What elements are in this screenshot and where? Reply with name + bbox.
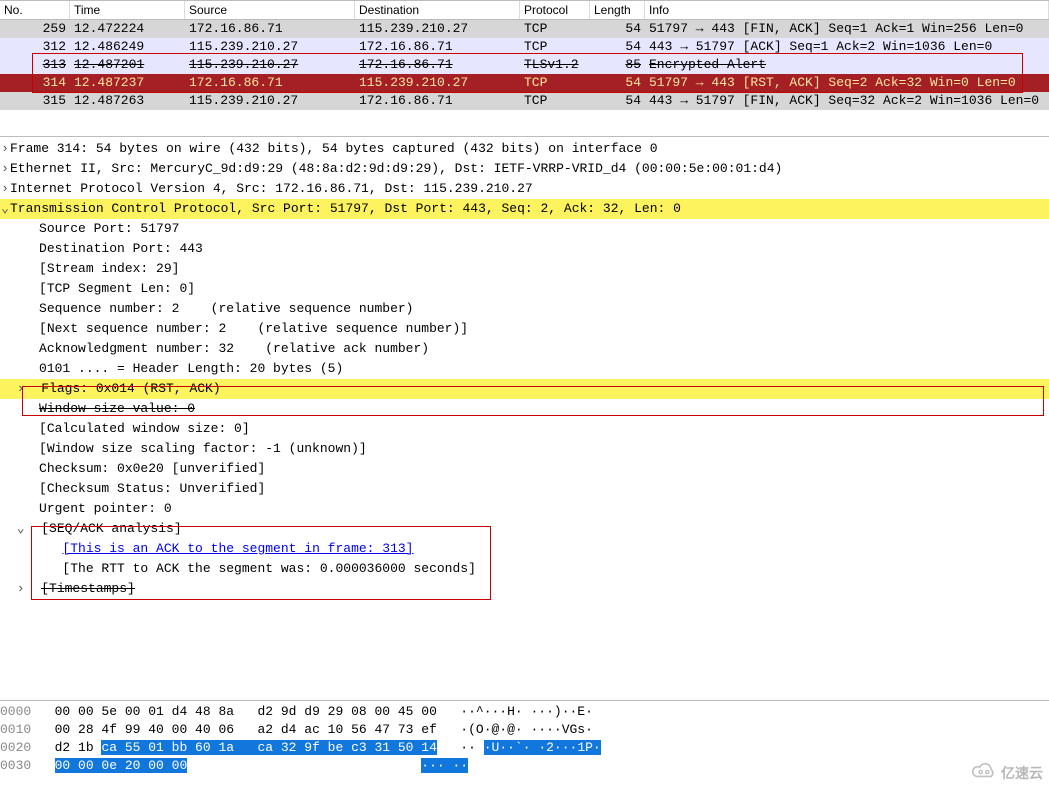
hex-line[interactable]: 0000 00 00 5e 00 01 d4 48 8a d2 9d d9 29… bbox=[0, 703, 1049, 721]
frame-summary: Frame 314: 54 bytes on wire (432 bits), … bbox=[10, 141, 658, 156]
packet-list-header: No. Time Source Destination Protocol Len… bbox=[0, 1, 1049, 20]
cloud-icon bbox=[971, 762, 997, 783]
packet-list[interactable]: No. Time Source Destination Protocol Len… bbox=[0, 0, 1049, 110]
packet-row[interactable]: 31312.487201115.239.210.27172.16.86.71TL… bbox=[0, 56, 1049, 74]
tree-tcp[interactable]: ⌄Transmission Control Protocol, Src Port… bbox=[0, 199, 1049, 219]
tcp-seqack[interactable]: ⌄ [SEQ/ACK analysis] bbox=[0, 519, 1049, 539]
chevron-down-icon: ⌄ bbox=[0, 199, 10, 219]
chevron-right-icon: › bbox=[0, 179, 10, 199]
tcp-dst-port[interactable]: Destination Port: 443 bbox=[0, 239, 1049, 259]
hex-line[interactable]: 0010 00 28 4f 99 40 00 40 06 a2 d4 ac 10… bbox=[0, 721, 1049, 739]
col-time[interactable]: Time bbox=[70, 1, 185, 19]
tcp-src-port[interactable]: Source Port: 51797 bbox=[0, 219, 1049, 239]
packet-details[interactable]: ›Frame 314: 54 bytes on wire (432 bits),… bbox=[0, 136, 1049, 599]
tcp-checksum[interactable]: Checksum: 0x0e20 [unverified] bbox=[0, 459, 1049, 479]
tcp-seglen[interactable]: [TCP Segment Len: 0] bbox=[0, 279, 1049, 299]
packet-row[interactable]: 25912.472224172.16.86.71115.239.210.27TC… bbox=[0, 20, 1049, 38]
watermark-text: 亿速云 bbox=[1001, 763, 1043, 783]
chevron-down-icon: ⌄ bbox=[16, 519, 26, 539]
col-dst[interactable]: Destination bbox=[355, 1, 520, 19]
ip-summary: Internet Protocol Version 4, Src: 172.16… bbox=[10, 181, 533, 196]
packet-row[interactable]: 31412.487237172.16.86.71115.239.210.27TC… bbox=[0, 74, 1049, 92]
tcp-urg[interactable]: Urgent pointer: 0 bbox=[0, 499, 1049, 519]
tcp-seq[interactable]: Sequence number: 2 (relative sequence nu… bbox=[0, 299, 1049, 319]
tcp-hdrlen[interactable]: 0101 .... = Header Length: 20 bytes (5) bbox=[0, 359, 1049, 379]
tcp-rtt[interactable]: [The RTT to ACK the segment was: 0.00003… bbox=[0, 559, 1049, 579]
col-no[interactable]: No. bbox=[0, 1, 70, 19]
col-len[interactable]: Length bbox=[590, 1, 645, 19]
tree-frame[interactable]: ›Frame 314: 54 bytes on wire (432 bits),… bbox=[0, 139, 1049, 159]
tcp-win[interactable]: Window size value: 0 bbox=[0, 399, 1049, 419]
tcp-calcwin[interactable]: [Calculated window size: 0] bbox=[0, 419, 1049, 439]
col-src[interactable]: Source bbox=[185, 1, 355, 19]
watermark: 亿速云 bbox=[971, 762, 1043, 783]
col-info[interactable]: Info bbox=[645, 1, 1049, 19]
chevron-right-icon: › bbox=[0, 159, 10, 179]
tcp-summary: Transmission Control Protocol, Src Port:… bbox=[10, 201, 681, 216]
tcp-ackto[interactable]: [This is an ACK to the segment in frame:… bbox=[0, 539, 1049, 559]
hex-pane[interactable]: 0000 00 00 5e 00 01 d4 48 8a d2 9d d9 29… bbox=[0, 700, 1049, 775]
packet-row[interactable]: 31212.486249115.239.210.27172.16.86.71TC… bbox=[0, 38, 1049, 56]
packet-row[interactable]: 31512.487263115.239.210.27172.16.86.71TC… bbox=[0, 92, 1049, 110]
chevron-right-icon: › bbox=[16, 579, 26, 599]
tree-ethernet[interactable]: ›Ethernet II, Src: MercuryC_9d:d9:29 (48… bbox=[0, 159, 1049, 179]
tcp-ack[interactable]: Acknowledgment number: 32 (relative ack … bbox=[0, 339, 1049, 359]
tcp-scale[interactable]: [Window size scaling factor: -1 (unknown… bbox=[0, 439, 1049, 459]
tree-ip[interactable]: ›Internet Protocol Version 4, Src: 172.1… bbox=[0, 179, 1049, 199]
tcp-flags[interactable]: › Flags: 0x014 (RST, ACK) bbox=[0, 379, 1049, 399]
tcp-stream[interactable]: [Stream index: 29] bbox=[0, 259, 1049, 279]
tcp-ckstatus[interactable]: [Checksum Status: Unverified] bbox=[0, 479, 1049, 499]
hex-line[interactable]: 0030 00 00 0e 20 00 00 ··· ·· bbox=[0, 757, 1049, 775]
eth-summary: Ethernet II, Src: MercuryC_9d:d9:29 (48:… bbox=[10, 161, 782, 176]
chevron-right-icon: › bbox=[16, 379, 26, 399]
chevron-right-icon: › bbox=[0, 139, 10, 159]
tcp-nextseq[interactable]: [Next sequence number: 2 (relative seque… bbox=[0, 319, 1049, 339]
hex-line[interactable]: 0020 d2 1b ca 55 01 bb 60 1a ca 32 9f be… bbox=[0, 739, 1049, 757]
col-prot[interactable]: Protocol bbox=[520, 1, 590, 19]
tcp-ts[interactable]: › [Timestamps] bbox=[0, 579, 1049, 599]
